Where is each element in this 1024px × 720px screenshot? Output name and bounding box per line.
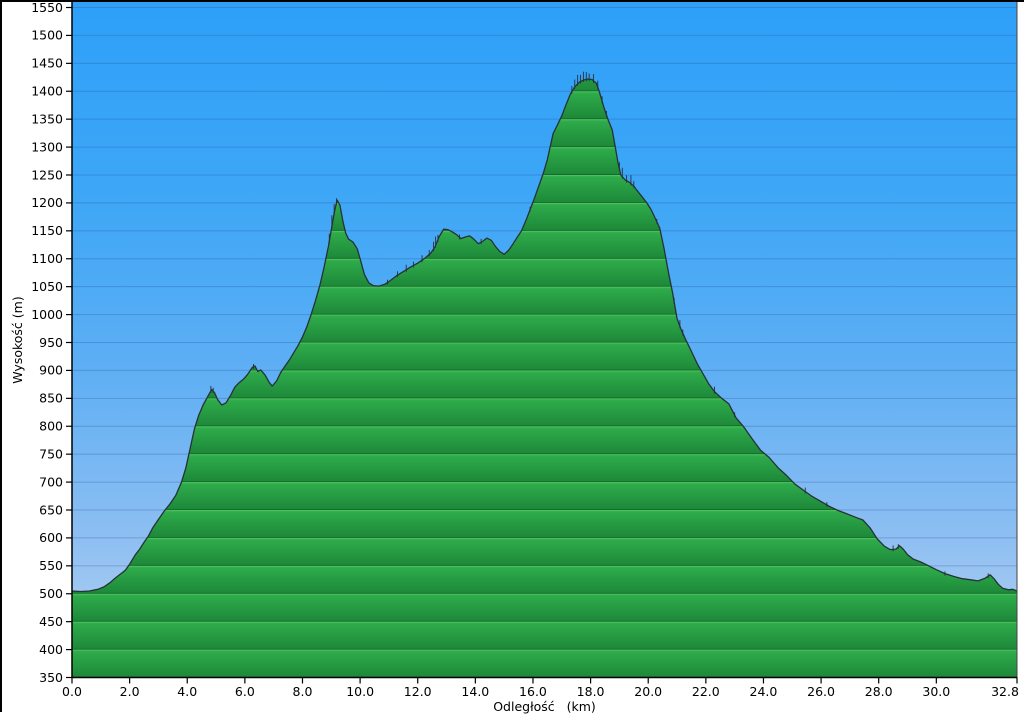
- x-tick-label-28.0: 28.0: [865, 684, 893, 699]
- y-tick-label-1300: 1300: [31, 139, 63, 154]
- x-tick-label-12.0: 12.0: [404, 684, 432, 699]
- x-tick-label-22.0: 22.0: [692, 684, 720, 699]
- x-tick-label-30.0: 30.0: [922, 684, 950, 699]
- y-tick-label-650: 650: [39, 502, 63, 517]
- y-tick-label-1350: 1350: [31, 111, 63, 126]
- y-tick-label-500: 500: [39, 586, 63, 601]
- y-tick-label-450: 450: [39, 614, 63, 629]
- y-tick-label-1100: 1100: [31, 251, 63, 266]
- x-tick-label-18.0: 18.0: [577, 684, 605, 699]
- y-tick-label-700: 700: [39, 474, 63, 489]
- y-tick-label-950: 950: [39, 335, 63, 350]
- y-tick-label-1000: 1000: [31, 307, 63, 322]
- x-tick-label-6.0: 6.0: [235, 684, 255, 699]
- y-tick-label-350: 350: [39, 670, 63, 685]
- y-tick-label-900: 900: [39, 363, 63, 378]
- window-border-left: [0, 0, 2, 712]
- y-tick-label-550: 550: [39, 558, 63, 573]
- x-tick-label-16.0: 16.0: [519, 684, 547, 699]
- y-tick-label-1550: 1550: [31, 0, 63, 15]
- y-tick-label-1050: 1050: [31, 279, 63, 294]
- y-tick-label-1500: 1500: [31, 28, 63, 43]
- y-tick-label-400: 400: [39, 642, 63, 657]
- y-tick-label-750: 750: [39, 446, 63, 461]
- x-tick-label-4.0: 4.0: [177, 684, 197, 699]
- y-tick-label-800: 800: [39, 419, 63, 434]
- y-tick-label-1250: 1250: [31, 167, 63, 182]
- y-tick-label-1150: 1150: [31, 223, 63, 238]
- x-tick-label-20.0: 20.0: [634, 684, 662, 699]
- y-tick-label-1400: 1400: [31, 84, 63, 99]
- y-tick-label-1200: 1200: [31, 195, 63, 210]
- x-axis-title: Odległość (km): [493, 699, 596, 714]
- x-tick-label-14.0: 14.0: [461, 684, 489, 699]
- y-tick-label-1450: 1450: [31, 56, 63, 71]
- x-tick-label-8.0: 8.0: [293, 684, 313, 699]
- x-tick-label-32.8: 32.8: [991, 684, 1019, 699]
- x-tick-label-2.0: 2.0: [120, 684, 140, 699]
- y-tick-label-600: 600: [39, 530, 63, 545]
- x-tick-label-0.0: 0.0: [62, 684, 82, 699]
- x-tick-label-10.0: 10.0: [346, 684, 374, 699]
- terrain-outline: [71, 78, 1018, 593]
- y-tick-label-850: 850: [39, 391, 63, 406]
- window-border-top: [0, 0, 1024, 2]
- terrain-area: [72, 79, 1017, 678]
- x-tick-label-26.0: 26.0: [807, 684, 835, 699]
- x-tick-label-24.0: 24.0: [750, 684, 778, 699]
- y-axis-title: Wysokość (m): [10, 296, 25, 384]
